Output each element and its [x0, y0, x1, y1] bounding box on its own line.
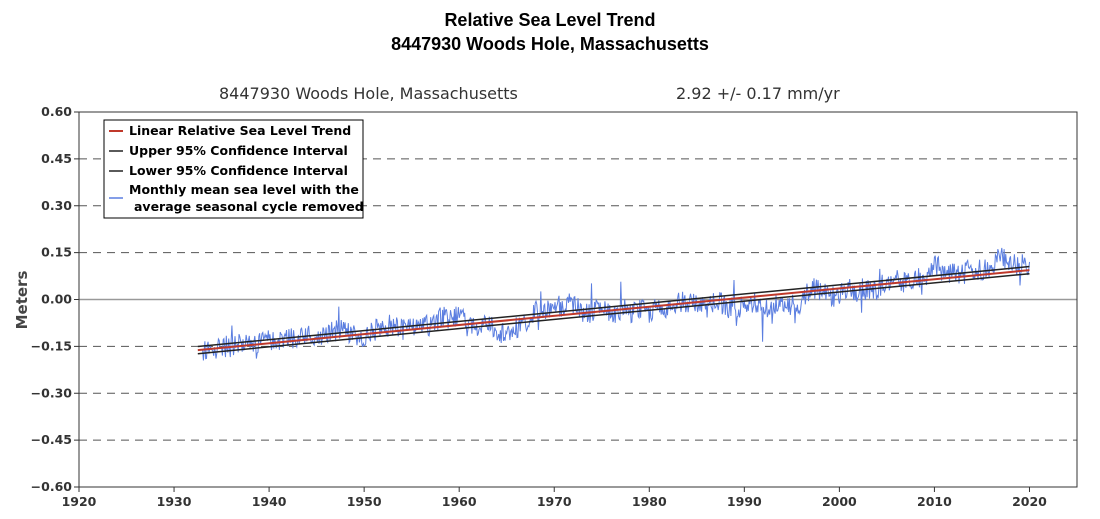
chart-rate-label: 2.92 +/- 0.17 mm/yr — [676, 84, 840, 103]
x-tick-label: 1980 — [632, 494, 667, 509]
y-tick-label: 0.45 — [41, 151, 72, 166]
x-tick-label: 1930 — [157, 494, 192, 509]
x-tick-label: 1920 — [62, 494, 97, 509]
legend-entry-upper-ci: Upper 95% Confidence Interval — [129, 143, 348, 158]
legend: Linear Relative Sea Level Trend Upper 95… — [103, 119, 364, 219]
page-subtitle: 8447930 Woods Hole, Massachusetts — [391, 34, 709, 54]
y-tick-label: −0.15 — [31, 338, 72, 353]
x-tick-label: 2010 — [917, 494, 952, 509]
y-tick-label: −0.45 — [31, 432, 72, 447]
legend-entry-monthly-line2: average seasonal cycle removed — [134, 199, 364, 214]
page-title: Relative Sea Level Trend — [444, 10, 656, 30]
monthly-sea-level-series — [202, 247, 1030, 361]
legend-entry-trend: Linear Relative Sea Level Trend — [129, 123, 351, 138]
x-tick-label: 1960 — [442, 494, 477, 509]
x-tick-label: 1990 — [727, 494, 762, 509]
plot-frame — [78, 111, 1078, 488]
chart-station-label: 8447930 Woods Hole, Massachusetts — [219, 84, 518, 103]
y-tick-label: −0.60 — [31, 479, 73, 494]
y-tick-label: 0.15 — [41, 245, 72, 260]
y-tick-label: 0.60 — [41, 104, 72, 119]
legend-entry-monthly: Monthly mean sea level with the — [129, 182, 359, 197]
x-tick-label: 2000 — [822, 494, 857, 509]
y-tick-label: 0.00 — [41, 292, 72, 307]
x-tick-label: 2020 — [1012, 494, 1047, 509]
lower-ci-line — [197, 272, 1030, 355]
x-tick-label: 1950 — [347, 494, 382, 509]
y-tick-label: 0.30 — [41, 198, 72, 213]
y-axis-label: Meters — [13, 271, 31, 330]
legend-entry-lower-ci: Lower 95% Confidence Interval — [129, 163, 348, 178]
legend-box — [103, 119, 364, 219]
trend-line — [197, 269, 1030, 352]
upper-ci-line — [197, 265, 1030, 348]
x-tick-label: 1940 — [252, 494, 287, 509]
y-tick-label: −0.30 — [31, 385, 73, 400]
x-tick-label: 1970 — [537, 494, 572, 509]
